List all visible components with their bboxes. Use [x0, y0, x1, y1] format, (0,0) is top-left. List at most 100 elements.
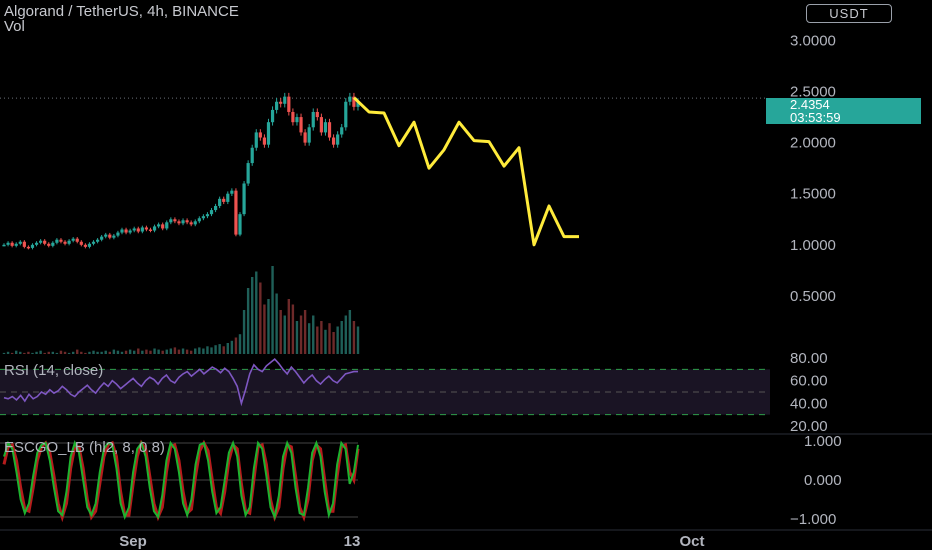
candle	[136, 228, 140, 232]
rsi-tick-label: 20.00	[790, 418, 828, 435]
candle	[75, 238, 79, 242]
candle	[161, 224, 165, 229]
volume-bar	[189, 350, 193, 354]
candle	[181, 220, 185, 224]
volume-bar	[226, 343, 229, 354]
volume-bar	[27, 351, 30, 354]
currency-button[interactable]: USDT	[806, 4, 892, 23]
volume-bar	[312, 315, 315, 354]
volume-bar	[255, 271, 258, 354]
volume-bar	[218, 344, 221, 354]
volume-bar	[352, 321, 356, 354]
volume-bar	[295, 321, 299, 354]
volume-bar	[356, 326, 360, 354]
candle	[185, 220, 189, 223]
candle	[124, 229, 128, 233]
candle	[51, 242, 55, 246]
candle	[39, 240, 43, 243]
volume-bar	[161, 350, 164, 354]
candle	[140, 227, 144, 232]
candle	[303, 132, 307, 143]
candle	[356, 101, 360, 107]
volume-bar	[307, 323, 311, 354]
candle	[173, 219, 177, 222]
candle	[348, 96, 352, 102]
candle	[148, 229, 153, 231]
volume-bar	[267, 299, 270, 354]
candle	[189, 222, 193, 225]
volume-bar	[263, 304, 266, 354]
volume-bar	[234, 337, 238, 354]
price-tick-label: 1.5000	[790, 186, 836, 203]
candle	[95, 239, 100, 242]
candle	[34, 242, 39, 245]
candle	[22, 241, 26, 247]
volume-bar	[194, 348, 197, 354]
volume-bar	[104, 350, 107, 354]
volume-bar	[76, 349, 79, 354]
candle	[55, 239, 59, 243]
volume-bar	[271, 266, 274, 354]
candle	[275, 101, 279, 110]
candle	[254, 132, 258, 148]
last-price-value: 2.4354	[790, 97, 830, 112]
volume-bar	[51, 351, 55, 354]
candle	[327, 122, 332, 138]
rsi-tick-label: 80.00	[790, 350, 828, 367]
volume-bar	[137, 348, 140, 354]
volume-bar	[259, 282, 262, 354]
candle	[197, 218, 201, 222]
volume-bar	[63, 351, 67, 354]
volume-bar	[157, 349, 160, 354]
volume-bar	[128, 349, 132, 354]
volume-bar	[222, 346, 225, 354]
candle	[250, 147, 254, 164]
candle	[315, 111, 319, 118]
price-tick-label: 2.5000	[790, 84, 836, 101]
last-price-tag: 2.4354 03:53:59	[766, 98, 921, 124]
volume-bar	[202, 348, 205, 354]
volume-bar	[198, 347, 201, 354]
candle	[230, 190, 234, 194]
bar-countdown: 03:53:59	[790, 109, 841, 125]
volume-bar	[206, 346, 209, 354]
candle	[299, 117, 303, 133]
volume-bar	[96, 351, 99, 354]
candle	[279, 101, 283, 104]
candle	[100, 236, 104, 240]
candle	[258, 132, 262, 138]
volume-bar	[108, 351, 111, 354]
chart-title: Algorand / TetherUS, 4h, BINANCE	[4, 3, 239, 20]
candle	[47, 243, 51, 246]
candle	[43, 240, 47, 244]
volume-bar	[336, 326, 339, 354]
volume-bar	[39, 350, 42, 354]
candle	[165, 222, 169, 229]
volume-bar	[299, 315, 303, 354]
volume-bar	[165, 349, 168, 354]
volume-bar	[145, 349, 148, 354]
volume-bar	[59, 350, 63, 354]
candle	[340, 127, 344, 135]
volume-bar	[169, 348, 173, 354]
volume-bar	[283, 315, 286, 354]
volume-bar	[287, 299, 291, 354]
candle	[336, 134, 340, 145]
candle	[213, 205, 218, 211]
volume-bar	[275, 293, 278, 354]
volume-bar	[43, 352, 46, 354]
candle	[266, 122, 271, 145]
volume-bar	[246, 288, 250, 354]
volume-bar	[133, 350, 136, 354]
candle	[283, 96, 287, 104]
osc-tick-label: 0.000	[804, 472, 842, 489]
candle	[116, 232, 120, 236]
volume-bar	[230, 340, 234, 354]
candle	[323, 122, 328, 133]
projection-line	[352, 96, 579, 247]
candle	[352, 96, 356, 107]
candle	[307, 127, 311, 143]
volume-bar	[55, 352, 59, 354]
candle	[18, 241, 22, 244]
